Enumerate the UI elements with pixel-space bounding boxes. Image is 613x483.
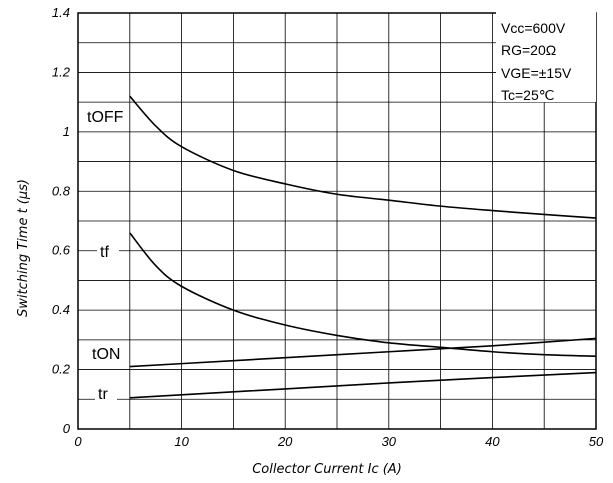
series-labels: tOFF tf tON tr <box>84 106 124 403</box>
x-tick-label: 50 <box>589 434 604 449</box>
condition-vge: VGE=±15V <box>501 65 572 81</box>
conditions-box: Vcc=600V RG=20Ω VGE=±15V Tc=25℃ <box>496 12 596 103</box>
condition-rg: RG=20Ω <box>501 42 556 58</box>
label-bg-tf <box>97 241 119 261</box>
y-tick-label: 0.4 <box>52 302 70 317</box>
x-axis-title: Collector Current Ic (A) <box>252 462 402 477</box>
label-bg-ton <box>89 343 123 363</box>
series-line-tf <box>129 232 597 357</box>
plot-frame <box>77 12 597 430</box>
y-tick-label: 1.4 <box>52 5 70 20</box>
series-label-tr: tr <box>98 386 108 403</box>
y-tick-label: 0.2 <box>52 362 71 377</box>
x-tick-label: 40 <box>485 434 500 449</box>
y-tick-label: 0.8 <box>52 183 71 198</box>
condition-vcc: Vcc=600V <box>501 20 566 36</box>
series-line-tr <box>129 371 597 399</box>
y-axis-title: Switching Time t (μs) <box>16 179 31 317</box>
label-bg-tr <box>95 385 117 403</box>
y-tick-label: 0 <box>63 421 71 436</box>
series-line-ton <box>129 337 597 368</box>
y-tick-label: 1.2 <box>52 64 71 79</box>
x-tick-label: 20 <box>277 434 293 449</box>
series-label-toff: tOFF <box>87 109 124 126</box>
x-tick-label: 10 <box>174 434 189 449</box>
y-tick-label: 0.6 <box>52 243 71 258</box>
conditions-box-background <box>496 12 596 102</box>
y-tick-label: 1 <box>63 124 70 139</box>
curves <box>129 95 597 399</box>
x-tick-label: 30 <box>382 434 397 449</box>
ticks: 0 10 20 30 40 50 0 0.2 0.4 0.6 0.8 1 1.2 1.4 <box>52 5 604 449</box>
label-bg-toff <box>84 106 124 126</box>
series-label-tf: tf <box>100 244 109 261</box>
series-label-ton: tON <box>92 346 120 363</box>
condition-tc: Tc=25℃ <box>501 87 554 103</box>
series-line-toff <box>129 95 597 219</box>
x-tick-label: 0 <box>74 434 82 449</box>
